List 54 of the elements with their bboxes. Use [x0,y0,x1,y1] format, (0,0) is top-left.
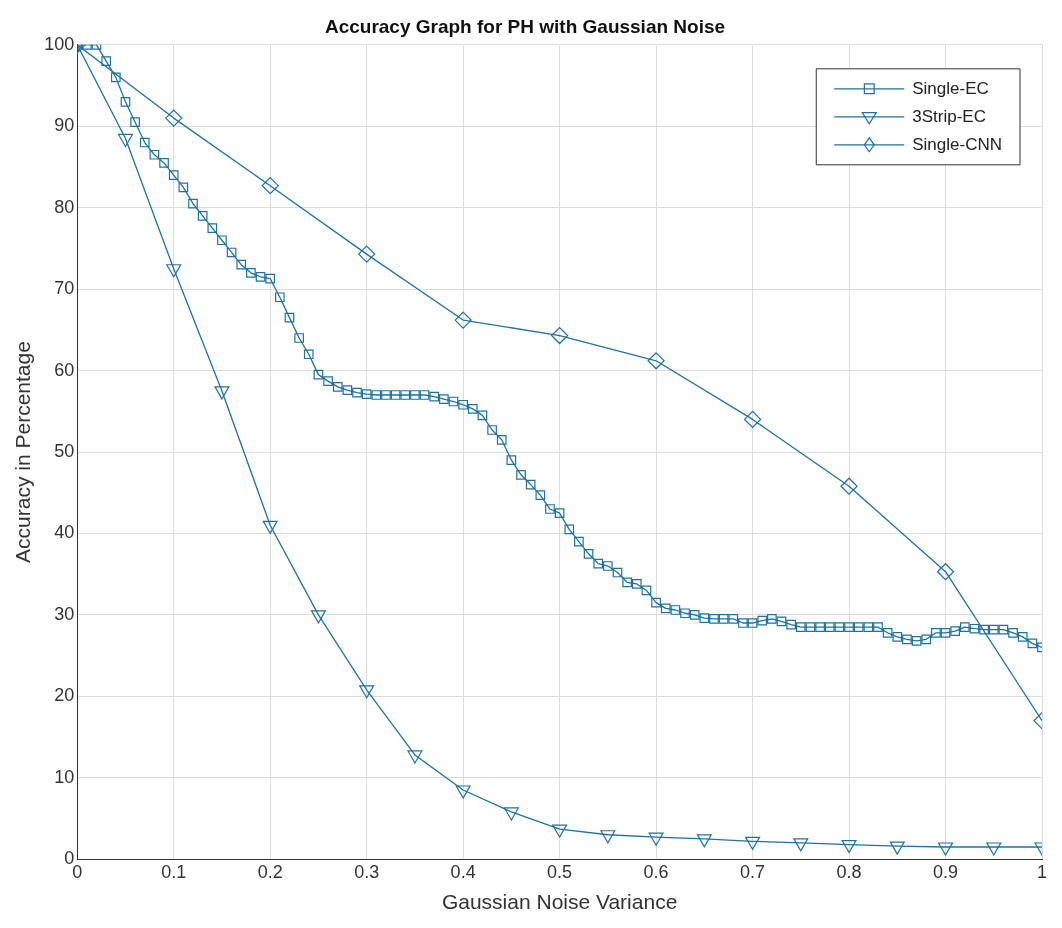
point [936,563,955,581]
x-tick-label: 0.9 [933,861,959,882]
point [503,807,519,821]
point [793,838,809,852]
x-tick-label: 0.2 [257,861,283,882]
x-tick-label: 0.8 [836,861,862,882]
point [407,750,423,764]
point [743,410,762,429]
point [938,842,954,856]
legend-label: Single-EC [912,79,989,99]
point [454,311,472,329]
x-tick-label: 0.7 [740,861,766,882]
point [986,842,1002,856]
y-tick-label: 90 [54,115,75,136]
legend-label: Single-CNN [912,135,1002,155]
y-tick-label: 100 [44,33,75,54]
point [552,824,568,838]
y-tick-label: 80 [54,196,75,217]
y-tick-label: 30 [54,603,75,624]
point [214,386,230,400]
point [696,834,712,848]
x-tick-label: 0.4 [450,861,476,882]
point [600,830,616,844]
x-axis-title: Gaussian Noise Variance [441,890,678,914]
x-tick-label: 0.1 [161,861,187,882]
x-tick-label: 1 [1036,861,1048,882]
point [359,685,375,699]
y-axis-title: Accuracy in Percentage [11,341,35,563]
y-tick-label: 60 [54,359,75,380]
point [648,832,664,846]
point [165,109,183,127]
point [262,520,278,534]
x-tick-label: 0.6 [643,861,669,882]
point [840,477,858,495]
point [117,133,133,148]
point [358,245,376,263]
point [889,841,905,855]
y-tick-label: 70 [54,278,75,299]
x-tick-label: 0.5 [547,861,573,882]
point [455,785,471,799]
point [841,839,857,854]
point [261,177,279,195]
y-tick-label: 10 [54,766,75,787]
point [551,326,569,345]
y-tick-label: 20 [54,685,75,706]
point [166,264,182,278]
legend-label: 3Strip-EC [912,107,986,127]
point [310,610,326,624]
x-tick-label: 0.3 [354,861,380,882]
y-tick-label: 50 [54,440,75,461]
point [647,352,665,370]
chart-title: Accuracy Graph for PH with Gaussian Noise [324,15,726,37]
point [745,836,761,850]
y-tick-label: 40 [54,522,75,543]
